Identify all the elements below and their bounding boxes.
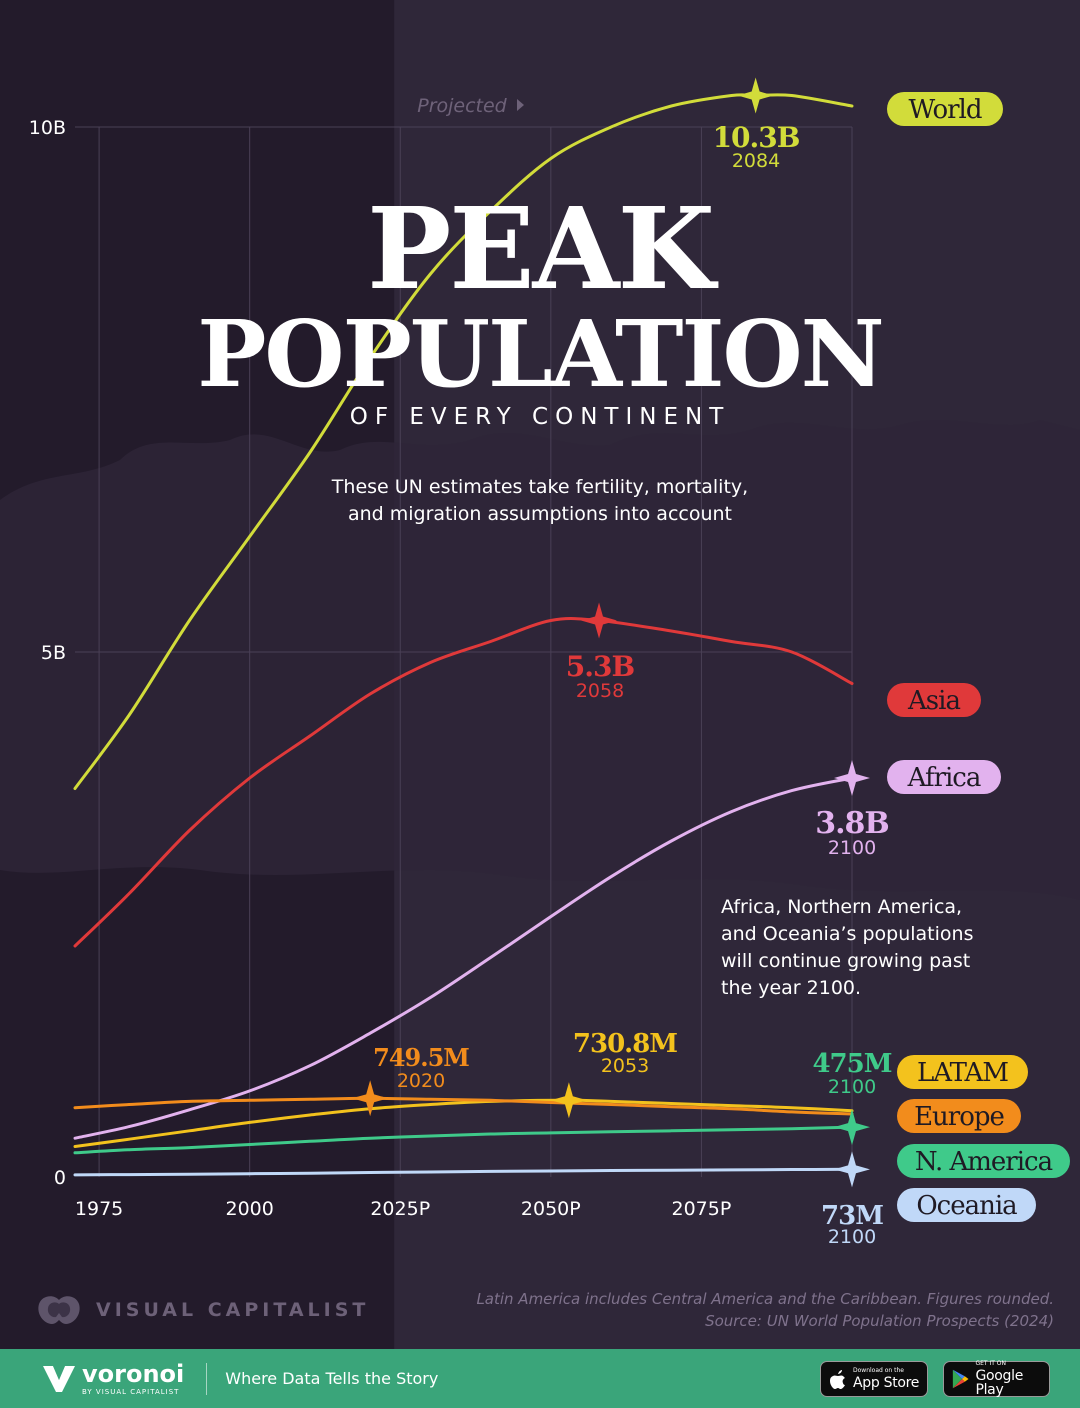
peak-star-icon-europe [352,1080,389,1117]
peak-year-africa: 2100 [828,837,876,859]
series-name-oceania: Oceania [916,1191,1017,1221]
series-line-oceania [73,1167,854,1177]
app-store-small: Download on the [853,1367,904,1374]
peak-year-latam: 2053 [601,1055,649,1077]
x-tick-label: 2075P [672,1198,732,1220]
app-store-badge[interactable]: Download on the App Store [820,1361,928,1397]
voronoi-name: voronoi [82,1359,185,1388]
peak-year-europe: 2020 [397,1070,445,1092]
y-tick-label: 10B [29,117,66,139]
peak-star-icon-n-america [834,1109,870,1146]
peak-star-icon-africa [834,760,870,796]
apple-icon [830,1370,845,1389]
peak-value-asia: 5.3B [566,650,635,683]
peak-star-icon-asia [581,602,618,639]
voronoi-wordmark: voronoi BY VISUAL CAPITALIST [82,1362,184,1396]
footer-divider [206,1362,208,1395]
growth-note: Africa, Northern America, and Oceania’s … [721,894,1021,1002]
google-play-big: Google Play [975,1368,1024,1398]
crowd-silhouette [0,420,1080,900]
intro-line: These UN estimates take fertility, morta… [331,476,749,498]
voronoi-v-icon [43,1365,75,1392]
note-line: Africa, Northern America, [721,896,963,918]
peak-value-oceania: 73M [821,1201,883,1231]
visual-capitalist-brand: VISUAL CAPITALIST [36,1292,369,1328]
series-name-asia: Asia [907,686,960,716]
y-tick-label: 5B [41,642,66,664]
note-line: and Oceania’s populations [721,923,974,945]
x-tick-label: 1975 [75,1198,123,1220]
projected-label: Projected [417,95,507,117]
grid [75,126,853,1177]
note-line: the year 2100. [721,977,862,999]
footnote-line: Latin America includes Central America a… [476,1290,1054,1308]
peak-value-n-america: 475M [812,1049,891,1079]
y-tick-label: 0 [54,1167,66,1189]
series-pill-world [887,92,1003,126]
footnote: Latin America includes Central America a… [476,1288,1054,1332]
series-pill-europe [897,1099,1021,1133]
series-line-europe [73,1096,854,1116]
voronoi-logo[interactable]: voronoi BY VISUAL CAPITALIST [42,1362,184,1396]
series-pill-n-america [897,1144,1070,1178]
google-play-small: GET IT ON [975,1360,1007,1367]
peak-value-europe: 749.5M [373,1043,469,1072]
series-pill-asia [887,683,981,717]
google-play-badge[interactable]: GET IT ON Google Play [943,1361,1050,1397]
app-store-big: App Store [853,1375,920,1391]
app-store-text: Download on the App Store [853,1367,920,1391]
peak-year-n-america: 2100 [828,1076,876,1098]
footnote-line: Source: UN World Population Prospects (2… [705,1312,1054,1330]
visual-capitalist-logo-icon [38,1296,80,1324]
google-play-text: GET IT ON Google Play [975,1360,1049,1398]
note-line: will continue growing past [721,950,971,972]
x-tick-label: 2000 [225,1198,273,1220]
title-line-2: POPULATION [197,300,885,408]
subtitle: OF EVERY CONTINENT [349,404,731,430]
x-tick-label: 2050P [521,1198,581,1220]
title-line-1: PEAK [367,184,715,315]
peak-year-oceania: 2100 [828,1226,876,1248]
series-line-asia [73,617,854,948]
series-name-world: World [909,95,982,125]
google-play-icon [952,1369,969,1389]
peak-value-latam: 730.8M [573,1029,677,1059]
projected-arrow-icon [517,99,524,111]
x-tick-label: 2025P [370,1198,430,1220]
series-name-africa: Africa [907,763,981,793]
peak-star-icon-oceania [834,1151,870,1188]
series-name-latam: LATAM [917,1058,1008,1088]
peak-year-world: 2084 [732,150,780,172]
series-pill-africa [887,760,1001,794]
brand-name: VISUAL CAPITALIST [96,1299,370,1321]
series-name-n-america: N. America [915,1147,1053,1177]
footer-tagline: Where Data Tells the Story [225,1369,439,1388]
peak-star-icon-latam [550,1082,587,1119]
series-line-latam [73,1098,854,1148]
series-pill-latam [897,1055,1028,1089]
voronoi-byline: BY VISUAL CAPITALIST [82,1387,180,1396]
intro-text: These UN estimates take fertility, morta… [240,474,840,528]
series-name-europe: Europe [914,1102,1004,1132]
peak-year-asia: 2058 [576,680,624,702]
axes: 0 5B 10B 1975 2000 2025P 2050P 2075P Projected [29,95,732,1220]
intro-line: and migration assumptions into account [347,503,733,525]
series-line-africa [73,776,854,1140]
peak-value-africa: 3.8B [815,806,889,841]
series-pill-oceania [897,1188,1036,1222]
peak-star-icon-world [737,77,774,114]
series-line-n-america [73,1125,854,1155]
peak-markers [352,77,870,1188]
peak-value-world: 10.3B [713,121,800,154]
